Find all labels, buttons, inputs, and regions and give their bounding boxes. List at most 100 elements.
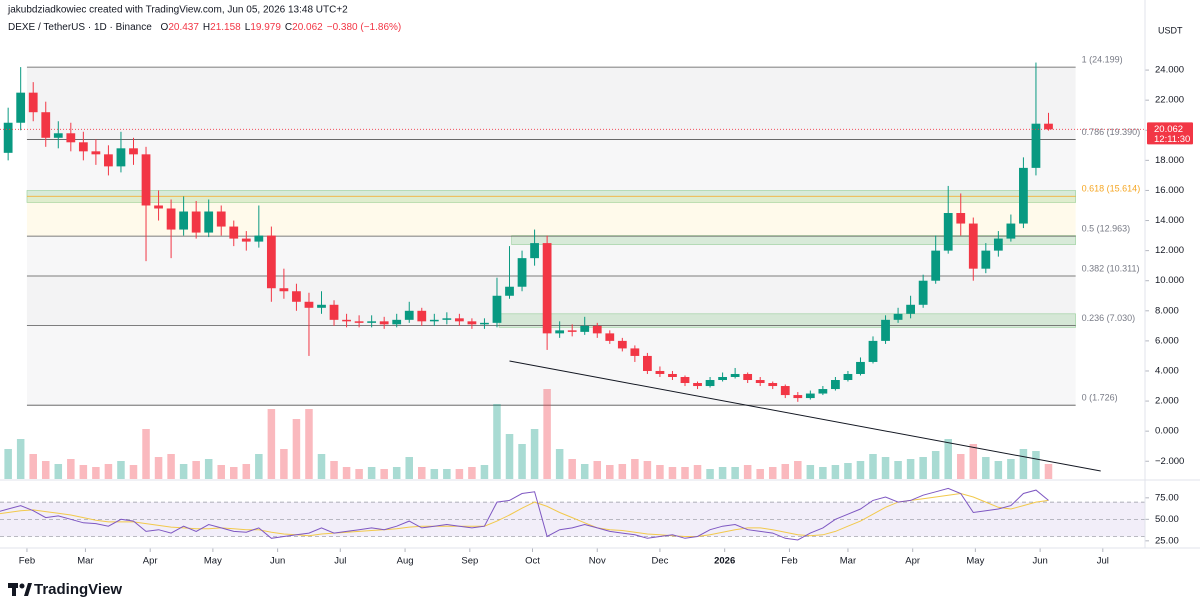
candle-body xyxy=(454,318,464,322)
volume-bar xyxy=(1032,451,1040,479)
candle-body xyxy=(943,213,953,251)
volume-bar xyxy=(956,454,965,479)
candle-body xyxy=(204,211,214,233)
countdown: 12:11:30 xyxy=(1154,134,1190,145)
candle-body xyxy=(492,295,502,323)
y-tick-label: 16.000 xyxy=(1155,185,1184,196)
logo-text: TradingView xyxy=(34,581,122,598)
ohlc-value: 20.062 xyxy=(292,22,323,33)
candle-body xyxy=(931,250,941,281)
volume-bar xyxy=(142,429,150,479)
candle-body xyxy=(1044,123,1053,130)
volume-bar xyxy=(681,467,689,479)
change: −0.380 (−1.86%) xyxy=(327,22,402,33)
candle-body xyxy=(216,211,226,227)
candle-body xyxy=(104,154,113,167)
candle-body xyxy=(342,319,351,322)
candle-body xyxy=(241,238,251,242)
candle-body xyxy=(868,340,878,362)
volume-bar xyxy=(1044,464,1053,479)
candle-body xyxy=(780,386,790,396)
candle-body xyxy=(693,383,702,387)
volume-bar xyxy=(192,461,200,479)
logo: TradingView xyxy=(8,581,122,598)
y-tick-label: 14.000 xyxy=(1155,215,1184,226)
last-price-label: 20.062 xyxy=(1154,124,1183,135)
volume-bar xyxy=(505,434,514,479)
x-tick-label: Aug xyxy=(397,556,414,567)
candle-body xyxy=(580,325,590,332)
volume-bar xyxy=(255,454,263,479)
candle-body xyxy=(404,310,414,320)
volume-bar xyxy=(330,461,338,479)
candle-body xyxy=(28,92,38,113)
volume-bar xyxy=(906,459,915,479)
candle-body xyxy=(542,243,552,334)
candle-body xyxy=(279,288,289,292)
x-tick-label: Dec xyxy=(651,556,668,567)
candle-body xyxy=(392,319,402,325)
candle-body xyxy=(379,321,389,325)
y-tick-label: 22.000 xyxy=(1155,95,1184,106)
volume-bar xyxy=(1019,449,1028,479)
rsi-tick-label: 75.00 xyxy=(1155,492,1179,503)
volume-bar xyxy=(606,465,614,479)
volume-bar xyxy=(668,467,677,479)
currency: USDT xyxy=(1158,25,1183,35)
volume-bar xyxy=(16,439,25,479)
volume-bar xyxy=(430,469,439,479)
candle-body xyxy=(906,304,915,314)
volume-bar xyxy=(543,389,551,479)
candle-body xyxy=(668,373,677,377)
volume-bar xyxy=(242,464,251,479)
volume-bar xyxy=(768,467,777,479)
y-tick-label: 6.000 xyxy=(1155,335,1179,346)
volume-bar xyxy=(894,461,902,479)
volume-bar xyxy=(154,457,163,479)
volume-bar xyxy=(881,457,890,479)
candle-body xyxy=(730,373,740,377)
candle-body xyxy=(467,321,477,325)
candle-body xyxy=(78,142,88,152)
volume-bar xyxy=(781,464,790,479)
candle-body xyxy=(592,325,602,334)
candle-body xyxy=(442,318,452,320)
volume-bar xyxy=(931,451,940,479)
candle-body xyxy=(655,370,665,374)
volume-bar xyxy=(869,454,877,479)
volume-bar xyxy=(267,409,276,479)
volume-bar xyxy=(67,459,75,479)
candle-body xyxy=(91,151,101,155)
fib-label: 0.5 (12.963) xyxy=(1082,224,1131,234)
volume-bar xyxy=(518,444,526,479)
volume-bar xyxy=(4,449,12,479)
candle-body xyxy=(3,122,13,153)
y-tick-label: 18.000 xyxy=(1155,155,1184,166)
volume-bar xyxy=(405,457,414,479)
x-tick-label: Jul xyxy=(334,556,346,567)
volume-bar xyxy=(204,459,213,479)
ohlc-label: O xyxy=(161,22,169,33)
x-tick-label: Sep xyxy=(461,556,478,567)
y-tick-label: 10.000 xyxy=(1155,275,1184,286)
candle-body xyxy=(856,361,865,374)
ohlc-value: 21.158 xyxy=(210,22,241,33)
volume-bar xyxy=(129,465,138,479)
volume-bar xyxy=(656,465,664,479)
volume-bar xyxy=(969,444,978,479)
fib-band xyxy=(26,67,1076,140)
volume-bar xyxy=(944,439,952,479)
candle-body xyxy=(956,213,966,224)
volume-bar xyxy=(530,429,539,479)
y-tick-label: 2.000 xyxy=(1155,396,1179,407)
candle-body xyxy=(53,133,63,138)
x-tick-label: Jun xyxy=(1032,556,1047,567)
x-tick-label: 2026 xyxy=(714,556,735,567)
candle-body xyxy=(768,383,778,387)
fib-label: 1 (24.199) xyxy=(1082,54,1123,64)
volume-bar xyxy=(392,467,401,479)
logo-icon xyxy=(24,583,32,596)
candle-body xyxy=(705,380,715,387)
candle-body xyxy=(831,380,840,390)
